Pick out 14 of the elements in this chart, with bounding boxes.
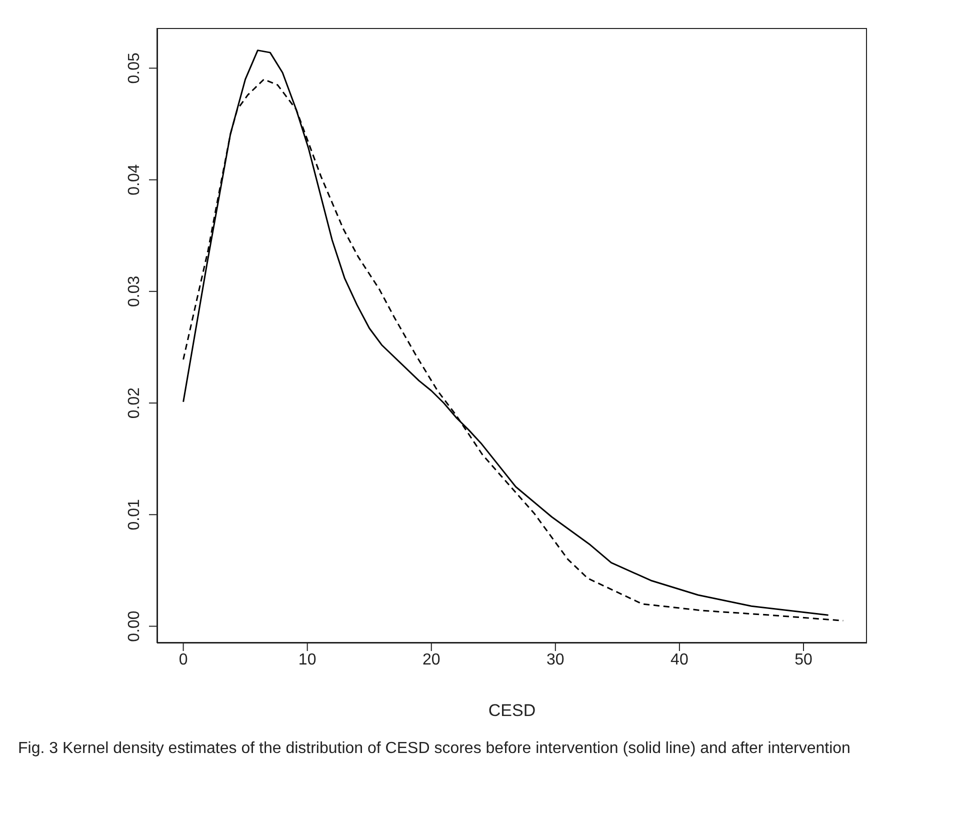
x-axis-title: CESD: [488, 701, 536, 720]
y-tick-label: 0.00: [126, 610, 143, 642]
y-tick-label: 0.03: [126, 276, 143, 307]
y-tick-label: 0.04: [126, 164, 143, 196]
x-tick-label: 30: [546, 651, 564, 668]
y-tick-label: 0.02: [126, 387, 143, 419]
x-tick-label: 40: [670, 651, 688, 668]
x-tick-label: 50: [794, 651, 812, 668]
y-tick-label: 0.01: [126, 498, 143, 530]
x-tick-label: 0: [178, 651, 188, 668]
caption: Fig. 3 Kernel density estimates of the distribution of CESD scores before intervention (solid line) and after intervention: [18, 739, 852, 759]
x-tick-label: 20: [422, 651, 440, 668]
x-tick-label: 10: [298, 651, 316, 668]
y-tick-label: 0.05: [126, 52, 143, 84]
